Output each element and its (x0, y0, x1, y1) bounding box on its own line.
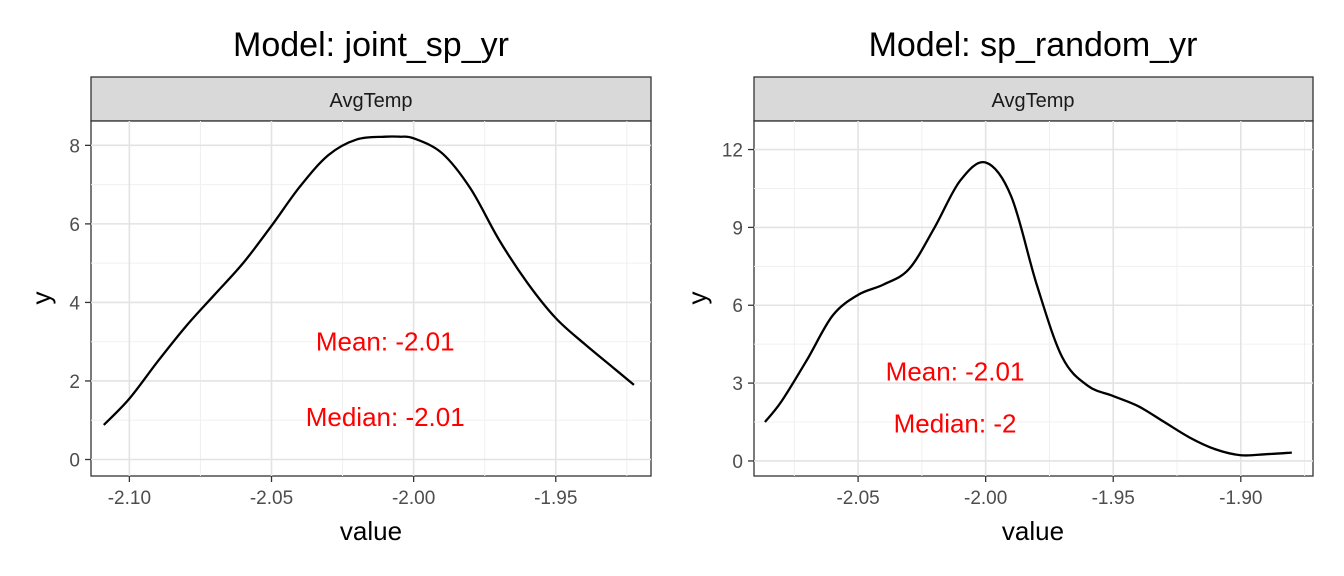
y-tick-label: 3 (732, 374, 743, 395)
y-tick-label: 4 (69, 293, 80, 314)
median-annotation: Median: -2.01 (306, 402, 465, 432)
annotations: Mean: -2.01 Median: -2 (886, 356, 1025, 438)
gridlines (91, 121, 651, 476)
plot-panel (753, 120, 1314, 477)
panel-joint-sp-yr: Model: joint_sp_yr AvgTemp Mean: -2.01 M… (26, 26, 652, 546)
x-axis-title: value (340, 516, 402, 546)
y-tick-label: 8 (69, 136, 80, 157)
y-tick-label: 0 (69, 451, 80, 472)
y-tick-label: 12 (722, 141, 743, 162)
mean-annotation: Mean: -2.01 (886, 356, 1025, 386)
series-layer (102, 135, 635, 426)
series-layer (764, 160, 1292, 457)
y-axis-title: y (26, 292, 56, 305)
facet-strip-label: AvgTemp (329, 90, 412, 112)
axes: -2.05 -2.00 -1.95 -1.90 0 3 6 9 12 (722, 141, 1263, 509)
x-tick-label: -2.10 (108, 488, 151, 509)
y-tick-label: 6 (732, 296, 743, 317)
x-axis-title: value (1002, 516, 1064, 546)
facet-strip-label: AvgTemp (991, 90, 1074, 112)
x-tick-label: -2.00 (392, 488, 435, 509)
density-line (764, 160, 1292, 457)
mean-annotation: Mean: -2.01 (316, 327, 455, 357)
median-annotation: Median: -2 (894, 408, 1017, 438)
x-tick-label: -1.95 (534, 488, 577, 509)
x-tick-label: -2.00 (964, 488, 1007, 509)
axes: -2.10 -2.05 -2.00 -1.95 0 2 4 6 8 (69, 136, 577, 509)
x-tick-label: -1.95 (1092, 488, 1135, 509)
x-tick-label: -2.05 (250, 488, 293, 509)
y-tick-label: 6 (69, 215, 80, 236)
y-axis-title: y (682, 292, 712, 305)
facet-strip (753, 76, 1314, 122)
density-line (102, 135, 635, 426)
panel-sp-random-yr: Model: sp_random_yr AvgTemp Mean: -2.01 … (682, 26, 1314, 546)
y-tick-label: 9 (732, 218, 743, 239)
gridlines (754, 121, 1313, 476)
x-tick-label: -1.90 (1219, 488, 1262, 509)
y-tick-label: 2 (69, 372, 80, 393)
x-tick-label: -2.05 (836, 488, 879, 509)
plot-title: Model: joint_sp_yr (233, 26, 509, 64)
plot-title: Model: sp_random_yr (869, 26, 1198, 64)
plot-panel (90, 120, 652, 477)
annotations: Mean: -2.01 Median: -2.01 (306, 327, 465, 432)
facet-strip (90, 76, 652, 122)
y-tick-label: 0 (732, 452, 743, 473)
